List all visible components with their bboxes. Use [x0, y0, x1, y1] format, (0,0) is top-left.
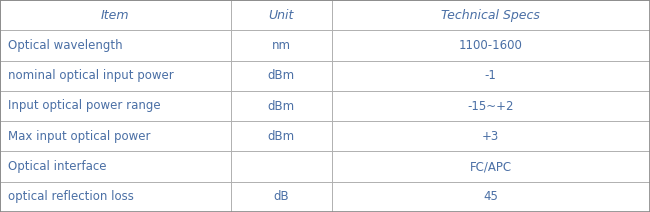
Text: dBm: dBm	[268, 69, 294, 82]
Text: Item: Item	[101, 9, 129, 22]
Bar	[332, 151, 650, 182]
Bar	[231, 0, 332, 30]
Text: Technical Specs: Technical Specs	[441, 9, 540, 22]
Bar	[0, 30, 231, 61]
Bar	[0, 151, 231, 182]
Bar	[332, 121, 650, 151]
Text: optical reflection loss: optical reflection loss	[8, 190, 134, 203]
Bar	[231, 61, 332, 91]
Bar	[231, 91, 332, 121]
Text: -1: -1	[485, 69, 497, 82]
Bar	[231, 151, 332, 182]
Bar	[332, 0, 650, 30]
Bar	[0, 121, 231, 151]
Bar	[231, 182, 332, 212]
Text: nominal optical input power: nominal optical input power	[8, 69, 174, 82]
Text: nm: nm	[272, 39, 291, 52]
Text: FC/APC: FC/APC	[470, 160, 512, 173]
Bar	[332, 91, 650, 121]
Text: dBm: dBm	[268, 99, 294, 113]
Text: dB: dB	[273, 190, 289, 203]
Text: Optical interface: Optical interface	[8, 160, 107, 173]
Text: dBm: dBm	[268, 130, 294, 143]
Text: Unit: Unit	[268, 9, 294, 22]
Text: 1100-1600: 1100-1600	[459, 39, 523, 52]
Bar	[231, 121, 332, 151]
Text: -15~+2: -15~+2	[467, 99, 514, 113]
Text: Max input optical power: Max input optical power	[8, 130, 150, 143]
Bar	[332, 30, 650, 61]
Text: +3: +3	[482, 130, 499, 143]
Bar	[332, 182, 650, 212]
Bar	[332, 61, 650, 91]
Text: Input optical power range: Input optical power range	[8, 99, 161, 113]
Text: Optical wavelength: Optical wavelength	[8, 39, 122, 52]
Bar	[231, 30, 332, 61]
Bar	[0, 91, 231, 121]
Bar	[0, 61, 231, 91]
Text: 45: 45	[484, 190, 498, 203]
Bar	[0, 182, 231, 212]
Bar	[0, 0, 231, 30]
